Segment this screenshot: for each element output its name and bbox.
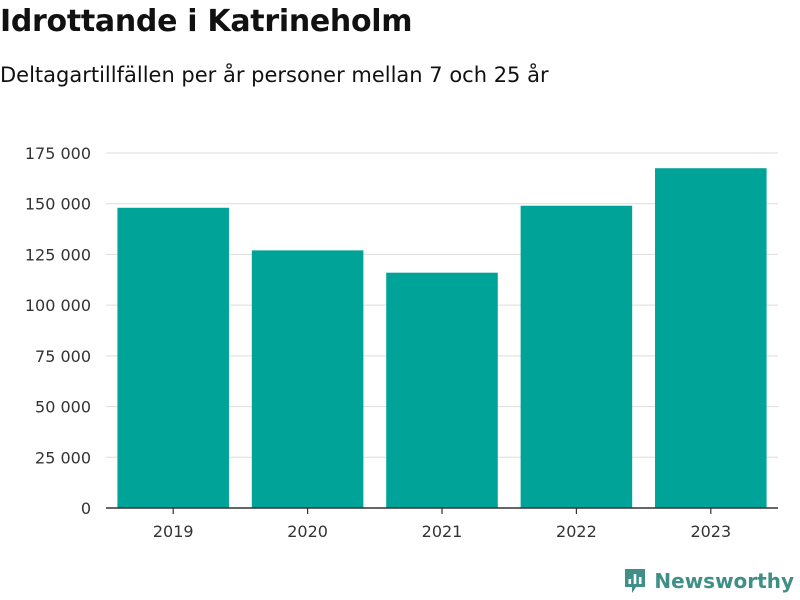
x-tick-label: 2023 bbox=[690, 522, 731, 541]
y-tick-label: 175 000 bbox=[25, 144, 91, 163]
y-tick-label: 0 bbox=[81, 499, 91, 518]
y-tick-label: 100 000 bbox=[25, 296, 91, 315]
x-tick-label: 2021 bbox=[422, 522, 463, 541]
brand-logo: Newsworthy bbox=[624, 568, 794, 594]
y-tick-label: 75 000 bbox=[35, 347, 91, 366]
bar bbox=[251, 250, 364, 508]
x-tick-label: 2022 bbox=[556, 522, 597, 541]
y-tick-label: 50 000 bbox=[35, 398, 91, 417]
bar bbox=[386, 272, 498, 508]
chart-subtitle: Deltagartillfällen per år personer mella… bbox=[0, 63, 549, 87]
chart-title: Idrottande i Katrineholm bbox=[0, 4, 413, 39]
x-tick-label: 2020 bbox=[287, 522, 328, 541]
y-tick-label: 25 000 bbox=[35, 448, 91, 467]
bar bbox=[520, 205, 633, 508]
x-tick-label: 2019 bbox=[153, 522, 194, 541]
newsworthy-logo-icon bbox=[625, 569, 646, 593]
brand-name: Newsworthy bbox=[654, 569, 794, 593]
y-tick-label: 125 000 bbox=[25, 245, 91, 264]
bar bbox=[655, 168, 767, 508]
y-tick-label: 150 000 bbox=[25, 195, 91, 214]
bar bbox=[117, 207, 229, 508]
